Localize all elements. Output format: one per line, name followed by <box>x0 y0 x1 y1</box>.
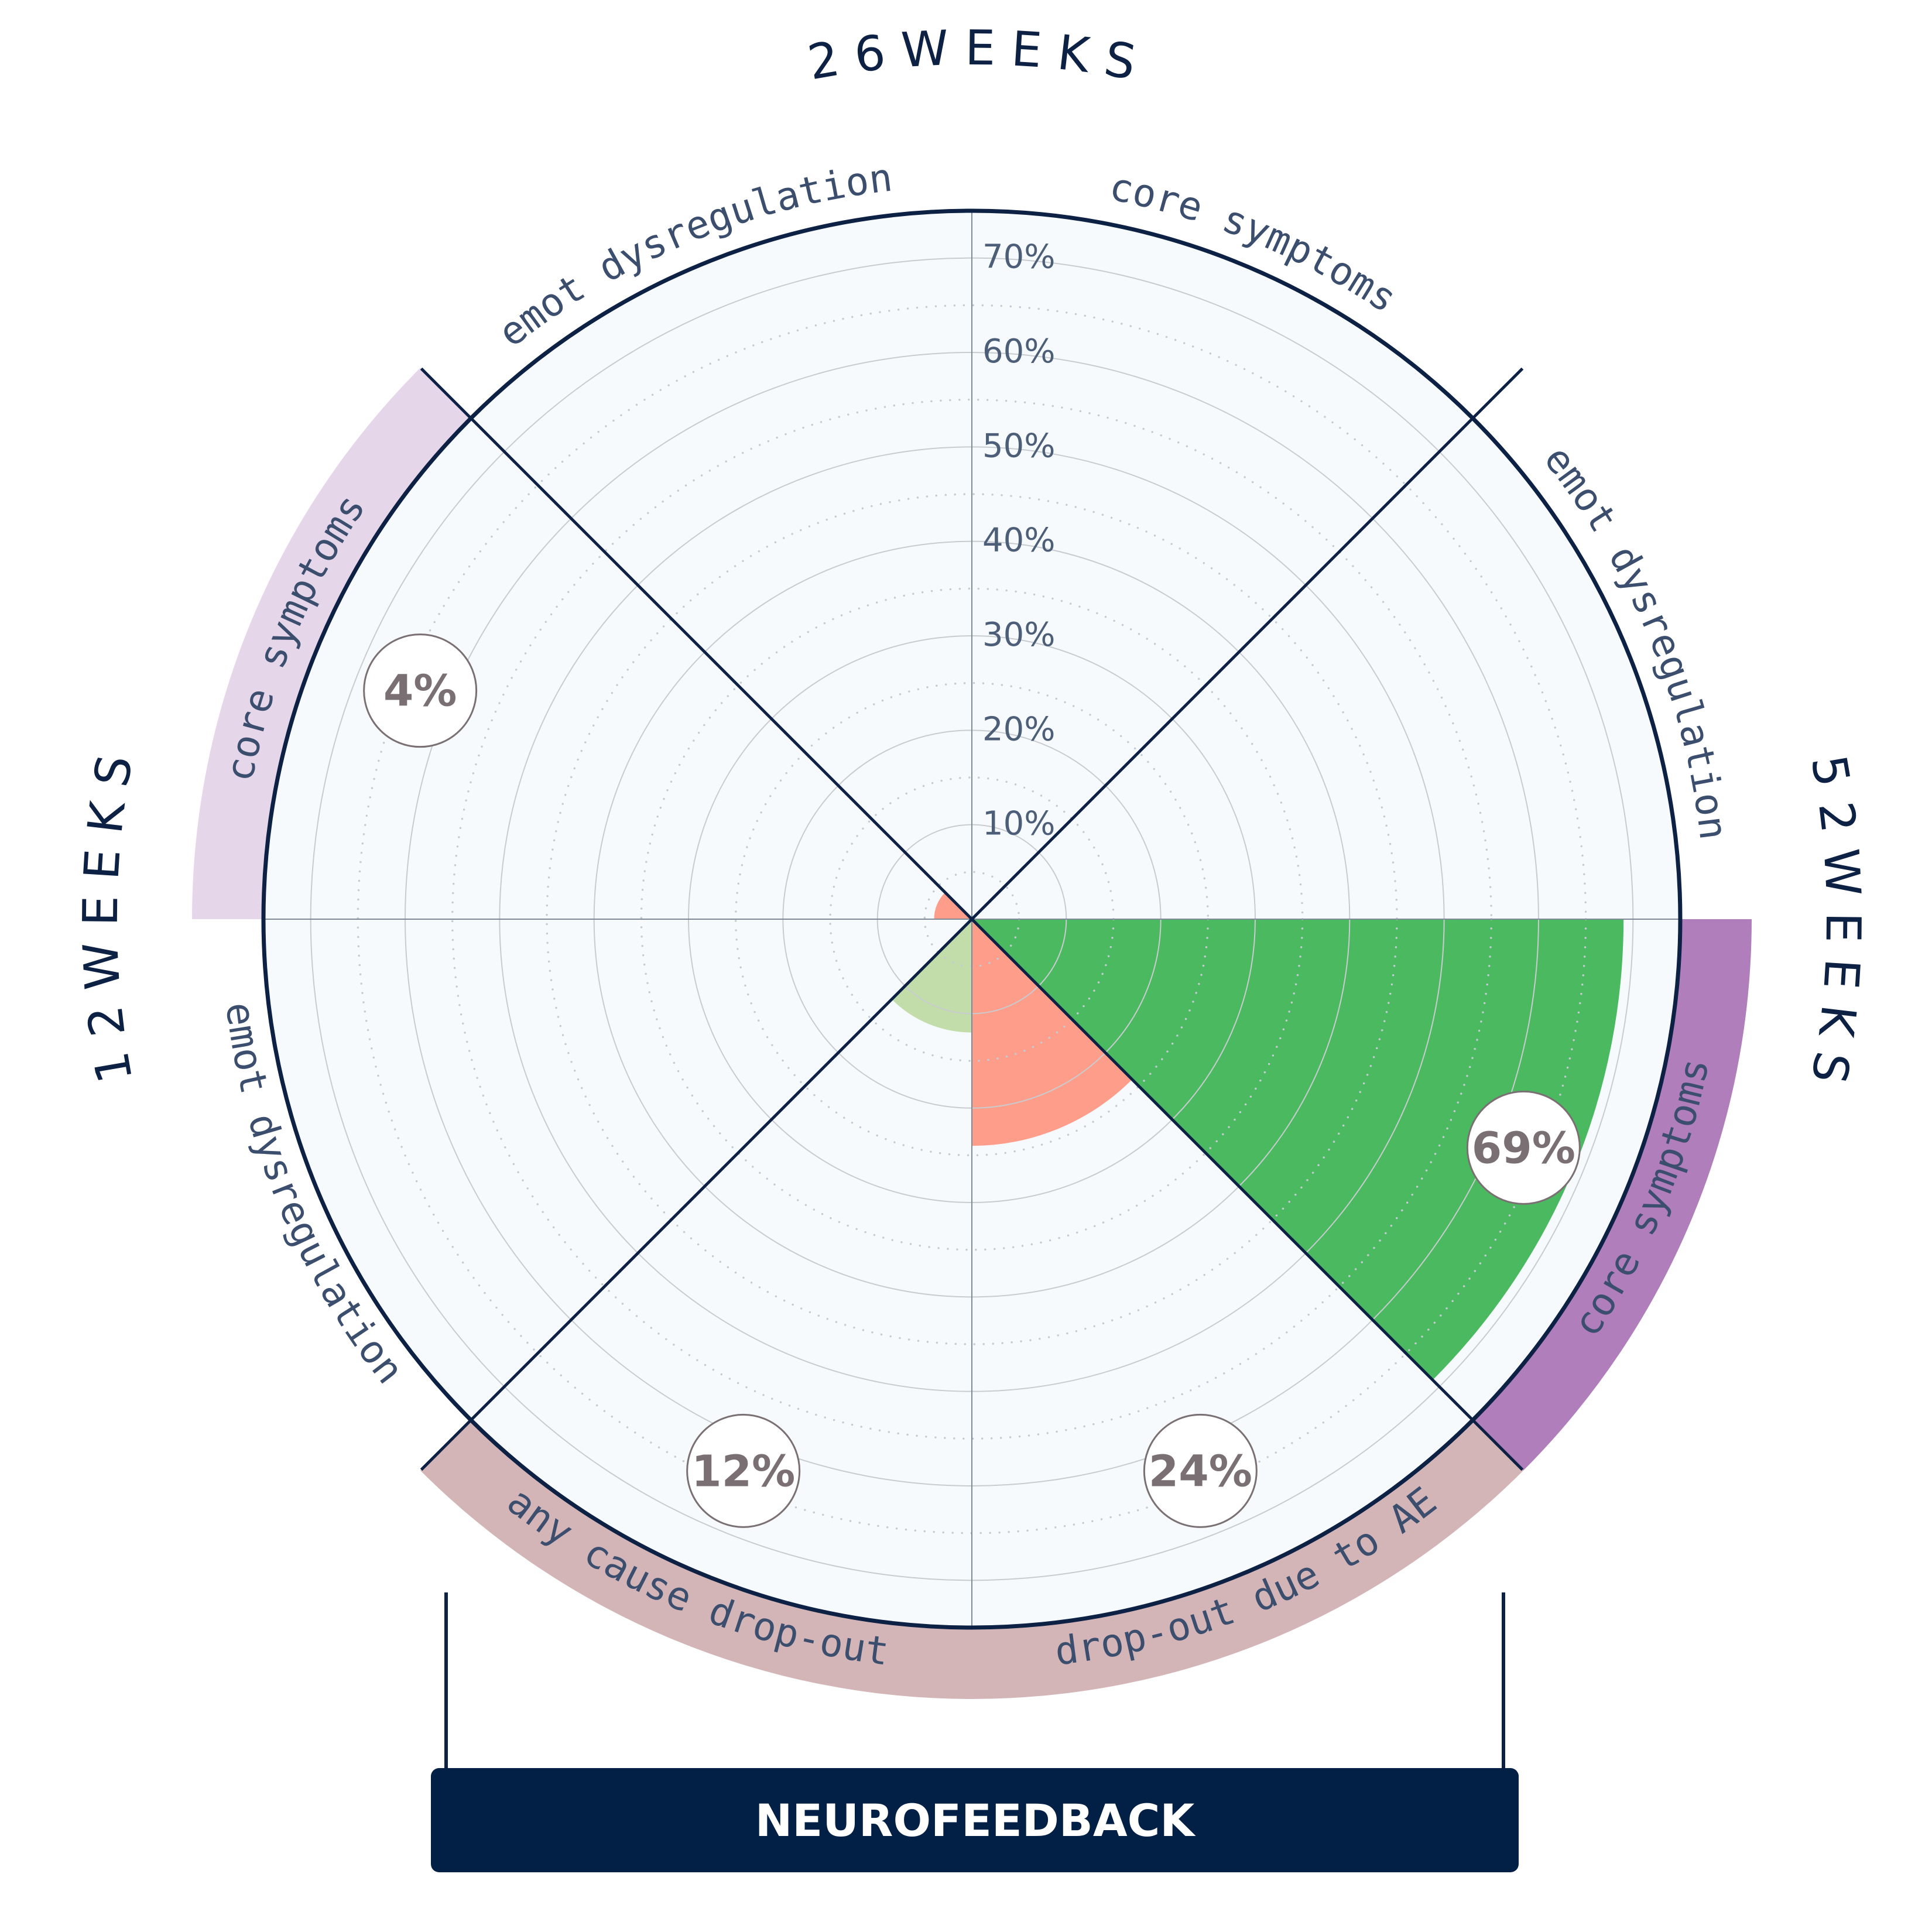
value-badge: 4% <box>363 633 478 748</box>
radial-tick-labels: 10% 20% 30% 40% 50% 60% 70% <box>982 238 1055 843</box>
band-52-weeks <box>1472 919 1752 1471</box>
value-badge-circle <box>1466 1090 1581 1205</box>
bar-1 <box>972 919 1624 1381</box>
value-badge: 12% <box>686 1413 801 1528</box>
value-label: 24% <box>1149 1446 1252 1496</box>
value-badges: 69% 24% 12% 4% <box>363 633 1581 1528</box>
band-drop-out <box>420 1420 1523 1700</box>
bar-3 <box>892 919 972 1033</box>
value-badge-circle <box>1143 1413 1258 1528</box>
value-badge-circle <box>686 1413 801 1528</box>
bar-2 <box>972 919 1132 1146</box>
time-point-bands <box>192 368 1752 1700</box>
bar-5 <box>934 892 972 919</box>
time-point-label: 1 2 W E E K S <box>73 751 144 1087</box>
treatment-label: NEUROFEEDBACK <box>755 1794 1197 1847</box>
time-point-label: 2 6 W E E K S <box>804 20 1140 91</box>
treatment-banner <box>431 1768 1519 1872</box>
value-badge-circle <box>363 633 478 748</box>
value-label: 12% <box>691 1446 795 1496</box>
time-point-label: 5 2 W E E K S <box>1800 751 1871 1087</box>
value-label: 69% <box>1472 1123 1575 1173</box>
radial-tick-label: 10% <box>982 805 1055 843</box>
value-badge: 24% <box>1143 1413 1258 1528</box>
treatment-bracket: NEUROFEEDBACK <box>431 1592 1519 1872</box>
bracket-line <box>444 1592 1505 1774</box>
diagonal-spoke <box>420 367 1524 1471</box>
radial-tick-label: 50% <box>982 427 1055 465</box>
value-label: 4% <box>383 666 457 717</box>
radial-grid <box>263 211 1680 1628</box>
band-12-weeks <box>192 368 471 919</box>
chart-outline <box>261 208 1683 1630</box>
sector-spokes <box>420 367 1524 1471</box>
value-badge: 69% <box>1466 1090 1581 1205</box>
radial-tick-label: 40% <box>982 522 1055 560</box>
radial-tick-label: 20% <box>982 710 1055 748</box>
radial-tick-label: 70% <box>982 238 1055 276</box>
bars <box>892 892 1624 1381</box>
radial-tick-label: 60% <box>982 333 1055 371</box>
radial-tick-label: 30% <box>982 616 1055 654</box>
